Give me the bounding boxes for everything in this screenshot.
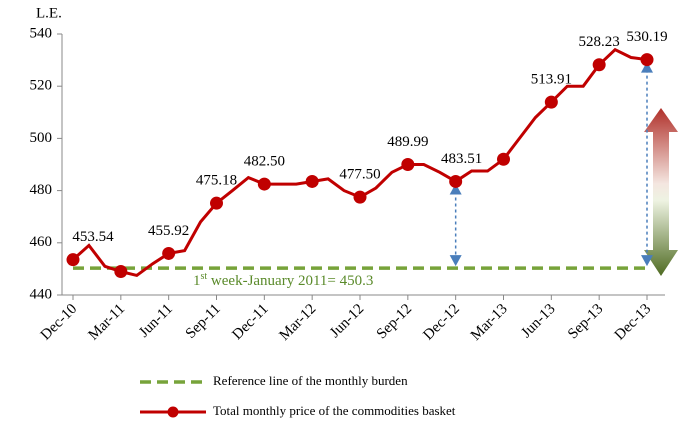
x-tick-label: Dec-10 <box>38 301 81 344</box>
y-axis-label: L.E. <box>36 5 62 21</box>
data-point <box>305 174 319 188</box>
y-tick-label: 460 <box>30 234 53 250</box>
arrow-head <box>641 61 653 73</box>
y-tick-label: 520 <box>30 78 53 94</box>
data-label: 455.92 <box>148 223 189 239</box>
data-point <box>497 152 510 166</box>
data-point <box>640 53 654 67</box>
data-label: 483.51 <box>441 151 482 167</box>
data-point <box>592 58 606 72</box>
data-label: 489.99 <box>387 134 428 150</box>
data-point <box>66 253 80 267</box>
data-label: 513.91 <box>531 72 572 88</box>
x-tick-label: Mar-11 <box>86 301 129 344</box>
data-point <box>544 95 558 109</box>
data-label: 530.19 <box>626 29 667 45</box>
data-point <box>114 265 128 279</box>
annotation-part: week-January 2011= 450.3 <box>207 274 373 290</box>
data-label: 528.23 <box>579 34 620 50</box>
x-tick-label: Dec-12 <box>420 301 463 344</box>
x-tick-label: Jun-11 <box>136 301 176 341</box>
x-tick-label: Dec-13 <box>612 301 655 344</box>
data-label: 453.54 <box>72 229 114 245</box>
x-tick-label: Sep-11 <box>183 301 224 342</box>
y-tick-label: 480 <box>30 182 53 198</box>
legend-marker <box>167 406 179 418</box>
x-tick-label: Dec-11 <box>229 301 271 343</box>
legend-label: Total monthly price of the commodities b… <box>213 403 456 418</box>
legend-label: Reference line of the monthly burden <box>213 373 408 388</box>
data-label: 475.18 <box>196 173 237 189</box>
data-label: 482.50 <box>244 154 285 170</box>
y-tick-label: 500 <box>30 130 53 146</box>
data-point <box>257 177 271 191</box>
y-tick-label: 440 <box>30 286 53 302</box>
arrow-head <box>449 255 462 267</box>
y-tick-label: 540 <box>30 25 53 41</box>
x-tick-label: Sep-12 <box>374 301 415 342</box>
arrow-head <box>449 183 462 195</box>
x-tick-label: Mar-13 <box>468 301 511 344</box>
x-tick-label: Jun-12 <box>327 301 367 341</box>
arrow-head <box>641 255 653 267</box>
trend-arrow <box>644 108 678 276</box>
annotation-part: 1 <box>193 274 201 290</box>
reference-annotation: 1st week-January 2011= 450.3 <box>193 271 373 289</box>
x-tick-label: Mar-12 <box>277 301 320 344</box>
data-point <box>449 174 463 188</box>
data-point <box>162 246 176 260</box>
data-label: 477.50 <box>339 167 380 183</box>
x-tick-label: Jun-13 <box>518 301 558 341</box>
x-tick-label: Sep-13 <box>565 301 606 342</box>
data-point <box>353 190 367 204</box>
data-point <box>401 158 415 172</box>
data-point <box>210 196 223 210</box>
annotation-part: st <box>201 271 208 282</box>
